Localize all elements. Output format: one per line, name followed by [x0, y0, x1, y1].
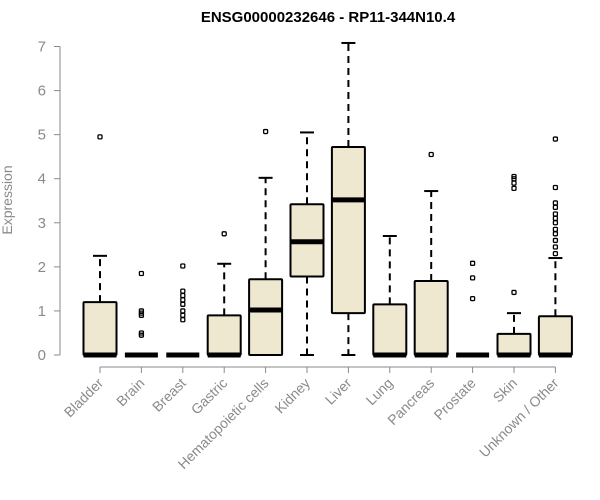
box-4	[248, 128, 284, 356]
outlier-point	[552, 204, 559, 211]
outlier-point	[221, 231, 227, 237]
box-body	[330, 145, 366, 315]
x-tick-label: Bladder	[61, 375, 107, 421]
x-tick-label: Breast	[149, 375, 189, 415]
outlier-point	[138, 330, 145, 336]
outlier-point	[138, 270, 145, 277]
box-body	[413, 279, 449, 356]
x-tick-label: Kidney	[272, 375, 314, 417]
chart-title: ENSG00000232646 - RP11-344N10.4	[201, 9, 456, 26]
box-9	[456, 260, 490, 358]
y-tick-label: 5	[38, 127, 46, 144]
y-tick-label: 4	[38, 171, 46, 188]
outlier-point	[552, 136, 559, 142]
x-tick-label: Prostate	[431, 375, 479, 423]
box-5	[289, 131, 325, 356]
outlier-point	[511, 180, 517, 186]
outlier-point	[552, 231, 559, 237]
y-tick-label: 1	[38, 303, 46, 320]
box-8	[413, 151, 449, 358]
box-body	[82, 301, 118, 357]
outlier-point	[180, 301, 186, 307]
outlier-point	[180, 292, 186, 299]
box-body	[206, 314, 242, 357]
box-1	[124, 270, 158, 358]
outlier-point	[552, 226, 559, 233]
outlier-point	[511, 289, 517, 296]
box-body	[372, 303, 408, 357]
y-tick-label: 2	[38, 259, 46, 276]
y-axis: 0 1 2 3 4 5 6 7	[38, 39, 61, 364]
outlier-point	[552, 215, 559, 222]
y-axis-label: Expression	[0, 165, 15, 234]
y-tick-label: 3	[38, 215, 46, 232]
box-0	[82, 134, 118, 358]
outlier-point	[469, 275, 476, 281]
outlier-point	[552, 211, 559, 217]
outlier-point	[180, 317, 186, 323]
outlier-point	[469, 295, 476, 302]
outlier-point	[552, 220, 559, 226]
outlier-point	[180, 288, 186, 294]
outlier-point	[180, 308, 186, 314]
x-tick-label: Unknown / Other	[476, 375, 562, 461]
outlier-point	[552, 250, 559, 257]
outlier-point	[180, 312, 186, 318]
outlier-point	[552, 244, 559, 250]
outlier-point	[180, 297, 186, 303]
box-group	[82, 41, 573, 358]
box-6	[330, 41, 366, 356]
y-tick-label: 6	[38, 83, 46, 100]
outlier-point	[97, 134, 103, 140]
outlier-point	[138, 308, 145, 314]
outlier-point	[552, 237, 559, 244]
x-tick-label: Brain	[113, 375, 147, 409]
box-11	[537, 136, 573, 358]
box-3	[206, 231, 242, 358]
outlier-point	[552, 200, 559, 206]
outlier-point	[552, 184, 559, 191]
box-2	[166, 263, 200, 358]
y-tick-label: 7	[38, 39, 46, 56]
box-7	[372, 235, 408, 358]
y-tick-label: 0	[38, 347, 46, 364]
x-tick-label: Skin	[490, 375, 521, 406]
outlier-point	[428, 151, 434, 158]
box-10	[496, 173, 532, 358]
x-tick-label: Lung	[363, 375, 396, 408]
outlier-point	[262, 128, 269, 135]
box-body	[496, 332, 532, 356]
outlier-point	[469, 260, 476, 266]
box-body	[537, 315, 573, 356]
box-body	[248, 278, 284, 356]
outlier-point	[511, 185, 517, 192]
x-tick-label: Liver	[322, 375, 355, 408]
outlier-point	[180, 263, 186, 269]
outlier-point	[511, 173, 517, 180]
